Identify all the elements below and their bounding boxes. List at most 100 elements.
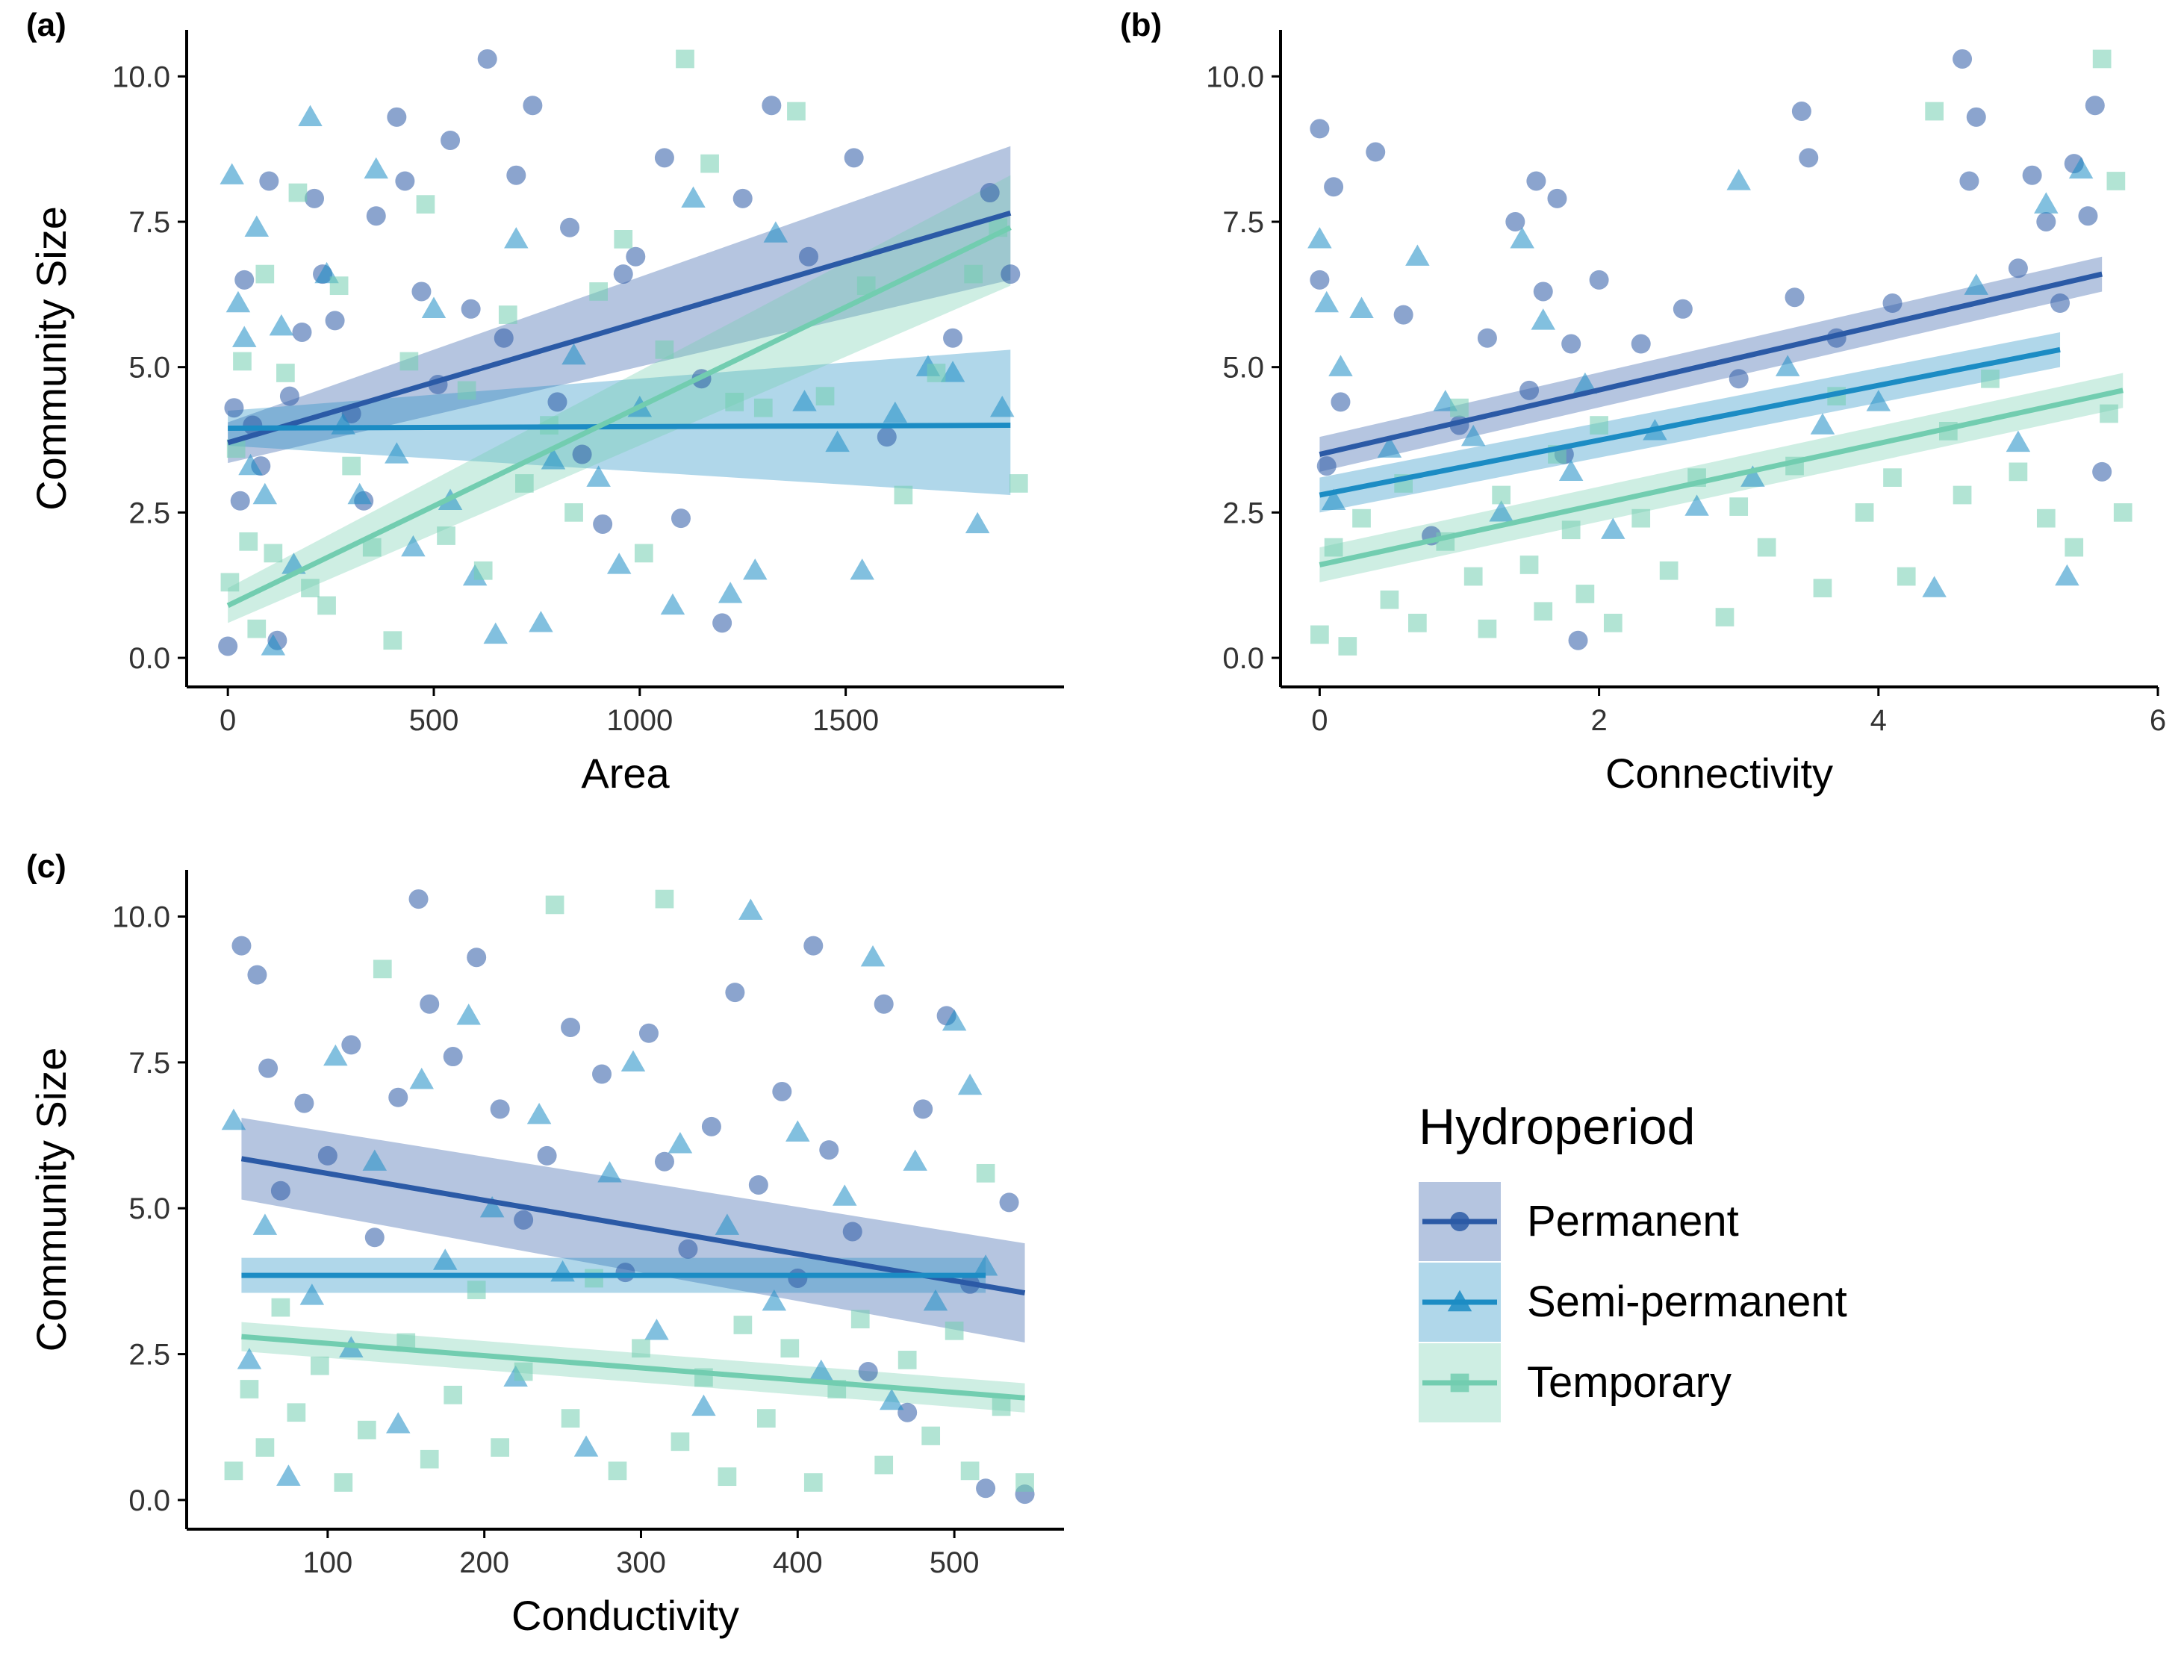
data-point-semi-permanent — [957, 1073, 983, 1095]
data-point-permanent — [364, 1228, 385, 1248]
data-point-temporary — [756, 1409, 776, 1428]
data-point-temporary — [444, 1385, 463, 1404]
data-point-temporary — [787, 102, 806, 121]
data-point-temporary — [491, 1438, 509, 1457]
y-axis-title: Community Size — [28, 206, 75, 511]
data-point-semi-permanent — [1349, 296, 1374, 318]
legend-title: Hydroperiod — [1419, 1098, 1695, 1155]
data-point-permanent — [477, 49, 497, 69]
data-point-temporary — [301, 579, 320, 597]
data-point-temporary — [1715, 608, 1735, 626]
data-point-temporary — [1561, 520, 1581, 540]
data-point-temporary — [264, 544, 283, 563]
data-point-semi-permanent — [238, 453, 263, 476]
y-tick-label: 0.0 — [128, 642, 170, 675]
data-point-temporary — [373, 959, 392, 979]
fit-line-semi-permanent — [228, 423, 1011, 431]
data-point-temporary — [399, 352, 419, 371]
data-point-semi-permanent — [1307, 227, 1332, 249]
data-point-permanent — [1393, 305, 1413, 325]
data-point-temporary — [457, 381, 476, 400]
data-point-semi-permanent — [432, 1248, 458, 1270]
data-point-permanent — [317, 1145, 337, 1166]
data-point-semi-permanent — [541, 448, 566, 470]
data-point-temporary — [608, 1461, 627, 1481]
data-point-semi-permanent — [252, 1213, 278, 1235]
data-point-temporary — [276, 364, 295, 382]
data-point-temporary — [2106, 172, 2126, 190]
data-point-semi-permanent — [529, 611, 553, 632]
data-point-permanent — [1505, 211, 1525, 231]
data-point-temporary — [334, 1473, 353, 1492]
data-point-semi-permanent — [1726, 169, 1751, 190]
data-point-permanent — [420, 994, 440, 1014]
fit-line-permanent — [240, 1156, 1026, 1295]
x-tick-label: 0 — [220, 704, 236, 737]
data-point-permanent — [292, 322, 312, 342]
data-point-semi-permanent — [1810, 413, 1835, 435]
data-point-semi-permanent — [2055, 564, 2079, 586]
data-point-permanent — [1785, 287, 1805, 308]
y-tick-label: 5.0 — [128, 352, 170, 385]
data-point-semi-permanent — [573, 1435, 599, 1457]
data-point-temporary — [1603, 613, 1623, 632]
data-point-semi-permanent — [606, 553, 632, 574]
data-point-permanent — [803, 936, 824, 956]
data-point-temporary — [976, 1163, 995, 1183]
data-point-permanent — [844, 148, 864, 168]
data-point-temporary — [1009, 474, 1028, 493]
x-tick-label: 0 — [1311, 704, 1328, 737]
data-point-temporary — [1492, 485, 1511, 505]
x-tick-label: 100 — [302, 1546, 352, 1579]
data-point-permanent — [980, 183, 1000, 203]
data-point-permanent — [259, 171, 279, 191]
data-point-temporary — [1813, 579, 1832, 597]
x-tick-label: 500 — [409, 704, 459, 737]
data-point-semi-permanent — [456, 1004, 481, 1025]
data-point-semi-permanent — [825, 430, 850, 452]
data-point-semi-permanent — [252, 482, 278, 505]
data-point-permanent — [1631, 334, 1651, 354]
data-point-temporary — [255, 1438, 275, 1457]
data-point-permanent — [1589, 270, 1609, 290]
x-tick-label: 1000 — [606, 704, 673, 737]
data-point-semi-permanent — [1601, 517, 1625, 539]
data-point-permanent — [1966, 107, 1986, 127]
data-point-semi-permanent — [1684, 494, 1709, 516]
legend-marker-permanent — [1450, 1212, 1469, 1231]
data-point-permanent — [943, 328, 963, 348]
data-point-temporary — [1729, 497, 1749, 516]
y-tick-label: 2.5 — [128, 497, 170, 529]
data-point-temporary — [894, 485, 913, 505]
data-point-temporary — [945, 1321, 964, 1340]
data-point-semi-permanent — [1558, 459, 1584, 482]
data-point-permanent — [561, 1017, 581, 1037]
data-point-semi-permanent — [738, 898, 763, 920]
data-point-semi-permanent — [2034, 192, 2059, 214]
data-point-temporary — [247, 619, 267, 638]
data-point-permanent — [1533, 281, 1553, 302]
data-point-temporary — [1953, 485, 1972, 505]
data-point-semi-permanent — [385, 442, 409, 464]
x-tick-label: 300 — [616, 1546, 666, 1579]
data-point-temporary — [676, 49, 694, 69]
y-tick-label: 10.0 — [112, 901, 170, 934]
data-point-temporary — [240, 1380, 259, 1399]
x-axis-title: Area — [581, 750, 670, 797]
data-point-semi-permanent — [479, 1195, 505, 1218]
fit-line-semi-permanent — [1319, 346, 2061, 498]
data-point-semi-permanent — [244, 215, 270, 237]
data-point-permanent — [593, 514, 613, 534]
data-point-permanent — [678, 1239, 698, 1259]
data-point-semi-permanent — [903, 1149, 927, 1171]
x-tick-label: 400 — [773, 1546, 823, 1579]
data-point-semi-permanent — [1321, 488, 1346, 510]
data-point-semi-permanent — [923, 1289, 948, 1311]
data-point-semi-permanent — [276, 1464, 301, 1486]
data-point-temporary — [310, 1356, 329, 1375]
data-point-temporary — [329, 276, 349, 296]
data-point-semi-permanent — [792, 390, 817, 411]
data-point-permanent — [247, 965, 267, 985]
data-point-permanent — [387, 107, 407, 127]
data-point-temporary — [317, 596, 336, 615]
